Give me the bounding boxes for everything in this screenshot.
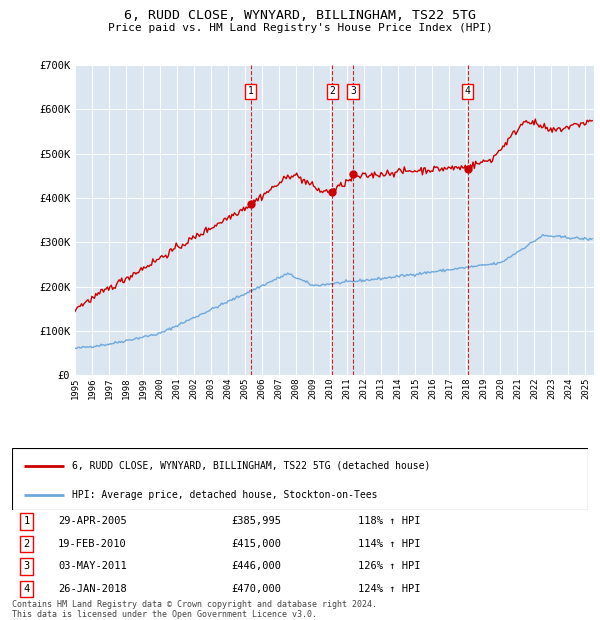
Text: 1: 1 bbox=[248, 86, 254, 97]
Text: 3: 3 bbox=[350, 86, 356, 97]
Text: 114% ↑ HPI: 114% ↑ HPI bbox=[358, 539, 420, 549]
Text: 3: 3 bbox=[23, 562, 29, 572]
Text: 26-JAN-2018: 26-JAN-2018 bbox=[58, 584, 127, 594]
Text: 1: 1 bbox=[23, 516, 29, 526]
Text: £385,995: £385,995 bbox=[231, 516, 281, 526]
Text: 126% ↑ HPI: 126% ↑ HPI bbox=[358, 562, 420, 572]
Text: 124% ↑ HPI: 124% ↑ HPI bbox=[358, 584, 420, 594]
Text: 4: 4 bbox=[464, 86, 470, 97]
Text: 6, RUDD CLOSE, WYNYARD, BILLINGHAM, TS22 5TG: 6, RUDD CLOSE, WYNYARD, BILLINGHAM, TS22… bbox=[124, 9, 476, 22]
Text: 2: 2 bbox=[329, 86, 335, 97]
Text: 03-MAY-2011: 03-MAY-2011 bbox=[58, 562, 127, 572]
Text: Price paid vs. HM Land Registry's House Price Index (HPI): Price paid vs. HM Land Registry's House … bbox=[107, 23, 493, 33]
Text: £470,000: £470,000 bbox=[231, 584, 281, 594]
Text: 29-APR-2005: 29-APR-2005 bbox=[58, 516, 127, 526]
Text: 19-FEB-2010: 19-FEB-2010 bbox=[58, 539, 127, 549]
Text: £446,000: £446,000 bbox=[231, 562, 281, 572]
Text: 6, RUDD CLOSE, WYNYARD, BILLINGHAM, TS22 5TG (detached house): 6, RUDD CLOSE, WYNYARD, BILLINGHAM, TS22… bbox=[73, 461, 431, 471]
Text: 4: 4 bbox=[23, 584, 29, 594]
Text: 118% ↑ HPI: 118% ↑ HPI bbox=[358, 516, 420, 526]
Text: 2: 2 bbox=[23, 539, 29, 549]
Text: HPI: Average price, detached house, Stockton-on-Tees: HPI: Average price, detached house, Stoc… bbox=[73, 490, 378, 500]
Text: Contains HM Land Registry data © Crown copyright and database right 2024.
This d: Contains HM Land Registry data © Crown c… bbox=[12, 600, 377, 619]
Text: £415,000: £415,000 bbox=[231, 539, 281, 549]
